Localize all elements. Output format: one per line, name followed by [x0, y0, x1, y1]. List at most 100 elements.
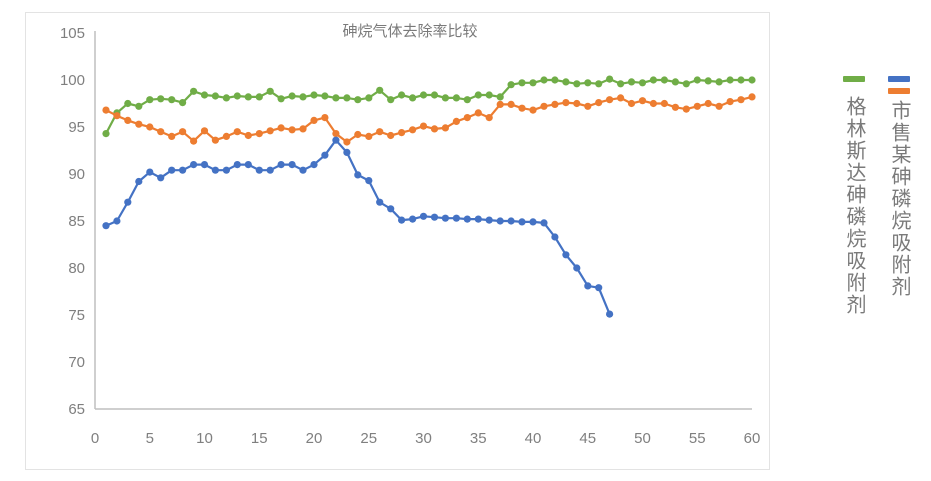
data-point [190, 161, 198, 169]
data-point [715, 102, 723, 110]
x-tick-label: 40 [525, 430, 542, 447]
data-point [573, 99, 581, 108]
data-point [179, 99, 187, 107]
x-axis: 0 5 10 15 20 25 30 35 40 45 50 55 60 [91, 408, 761, 447]
data-point [726, 98, 734, 106]
x-tick-label: 25 [360, 430, 377, 447]
y-tick-label: 90 [68, 166, 85, 183]
data-point [244, 93, 252, 101]
data-point [376, 86, 384, 94]
data-point [562, 251, 570, 259]
data-point [551, 76, 559, 84]
y-tick-label: 95 [68, 119, 85, 136]
y-axis: 65 70 75 80 85 90 95 100 105 [60, 25, 96, 418]
data-point [299, 125, 307, 133]
data-point [595, 284, 603, 292]
data-point [200, 161, 209, 169]
data-point [135, 102, 143, 110]
data-point [321, 92, 329, 100]
y-tick-label: 65 [68, 401, 85, 418]
data-point [113, 112, 121, 120]
data-point [332, 94, 340, 102]
data-point [474, 109, 482, 117]
legend-label: 格林斯达砷磷烷吸附剂 [843, 96, 867, 316]
data-point [704, 99, 712, 108]
data-point [573, 264, 581, 272]
data-point [255, 93, 263, 101]
data-point [660, 76, 669, 84]
data-point [321, 151, 329, 159]
data-point [299, 93, 307, 101]
data-point [288, 92, 296, 100]
data-point [200, 91, 209, 99]
data-point [606, 75, 614, 83]
chart-frame [25, 12, 770, 470]
data-point [102, 130, 110, 138]
data-point [409, 94, 417, 102]
data-point [222, 132, 230, 140]
data-point [562, 78, 570, 86]
data-point [584, 79, 592, 87]
data-point [211, 92, 219, 100]
y-tick-label: 80 [68, 260, 85, 277]
data-point [671, 78, 680, 86]
data-point [595, 99, 603, 107]
series-layer [102, 75, 756, 318]
data-point [222, 166, 230, 174]
data-point [485, 216, 493, 224]
series-line [105, 139, 611, 315]
data-point [190, 87, 198, 95]
legend-item-gelinsida: 格林斯达砷磷烷吸附剂 [843, 76, 871, 316]
data-point [233, 92, 241, 100]
data-point [124, 198, 132, 206]
data-point [693, 102, 701, 110]
data-point [398, 129, 406, 137]
data-point [168, 96, 176, 104]
data-point [704, 77, 712, 85]
data-point [343, 148, 351, 156]
data-point [419, 122, 428, 130]
x-tick-label: 30 [415, 430, 432, 447]
data-point [310, 161, 318, 169]
data-point [529, 218, 537, 226]
data-point [649, 99, 658, 108]
data-point [682, 80, 690, 88]
y-tick-label: 100 [60, 72, 85, 89]
data-point [419, 212, 428, 220]
data-point [365, 177, 373, 185]
data-point [518, 218, 526, 226]
data-point [627, 99, 636, 108]
data-point [146, 123, 154, 131]
data-point [233, 128, 241, 136]
data-point [737, 96, 745, 104]
data-point [398, 216, 406, 224]
data-point [135, 120, 143, 128]
data-point [660, 99, 669, 108]
data-point [540, 219, 548, 227]
data-point [715, 78, 723, 86]
x-tick-label: 10 [196, 430, 213, 447]
data-point [638, 79, 647, 87]
data-point [266, 87, 274, 95]
data-point [179, 166, 187, 174]
data-point [584, 282, 592, 290]
x-tick-label: 45 [579, 430, 596, 447]
x-tick-label: 55 [689, 430, 706, 447]
data-point [507, 81, 515, 89]
data-point [376, 198, 384, 206]
data-point [365, 132, 373, 140]
y-tick-label: 70 [68, 354, 85, 371]
legend-label: 市售某砷磷烷吸附剂 [888, 100, 912, 298]
data-point [606, 310, 614, 318]
y-tick-label: 85 [68, 213, 85, 230]
data-point [157, 128, 165, 136]
data-point [463, 96, 471, 104]
data-point [255, 166, 263, 174]
data-point [748, 76, 756, 84]
data-point [496, 100, 504, 108]
data-point [748, 93, 756, 101]
data-point [540, 102, 548, 110]
x-tick-label: 60 [744, 430, 761, 447]
x-tick-label: 20 [306, 430, 323, 447]
